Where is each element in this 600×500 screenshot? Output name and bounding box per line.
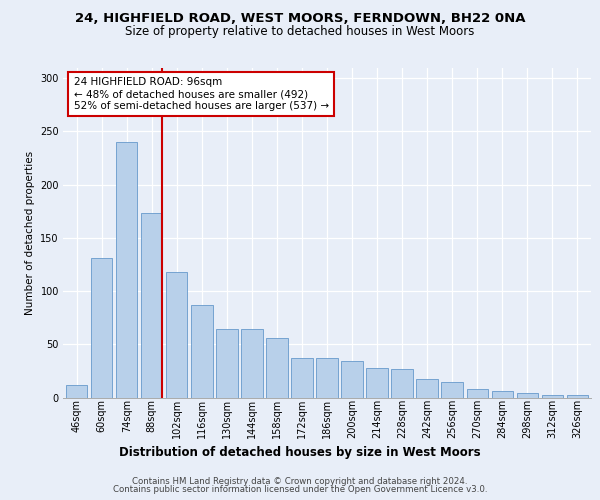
Bar	[116, 142, 137, 398]
Bar	[91, 258, 112, 398]
Bar	[241, 330, 263, 398]
Text: Contains HM Land Registry data © Crown copyright and database right 2024.: Contains HM Land Registry data © Crown c…	[132, 477, 468, 486]
Bar	[341, 362, 362, 398]
Bar	[166, 272, 187, 398]
Text: Size of property relative to detached houses in West Moors: Size of property relative to detached ho…	[125, 25, 475, 38]
Bar	[566, 396, 588, 398]
Bar	[491, 391, 513, 398]
Bar	[66, 384, 88, 398]
Bar	[266, 338, 287, 398]
Text: 24 HIGHFIELD ROAD: 96sqm
← 48% of detached houses are smaller (492)
52% of semi-: 24 HIGHFIELD ROAD: 96sqm ← 48% of detach…	[74, 78, 329, 110]
Text: 24, HIGHFIELD ROAD, WEST MOORS, FERNDOWN, BH22 0NA: 24, HIGHFIELD ROAD, WEST MOORS, FERNDOWN…	[75, 12, 525, 26]
Text: Distribution of detached houses by size in West Moors: Distribution of detached houses by size …	[119, 446, 481, 459]
Bar	[442, 382, 463, 398]
Bar	[292, 358, 313, 398]
Bar	[316, 358, 338, 398]
Text: Contains public sector information licensed under the Open Government Licence v3: Contains public sector information licen…	[113, 485, 487, 494]
Bar	[416, 380, 438, 398]
Bar	[216, 330, 238, 398]
Bar	[467, 389, 488, 398]
Bar	[141, 214, 163, 398]
Bar	[391, 369, 413, 398]
Bar	[367, 368, 388, 398]
Bar	[542, 396, 563, 398]
Bar	[517, 393, 538, 398]
Y-axis label: Number of detached properties: Number of detached properties	[25, 150, 35, 314]
Bar	[191, 305, 212, 398]
